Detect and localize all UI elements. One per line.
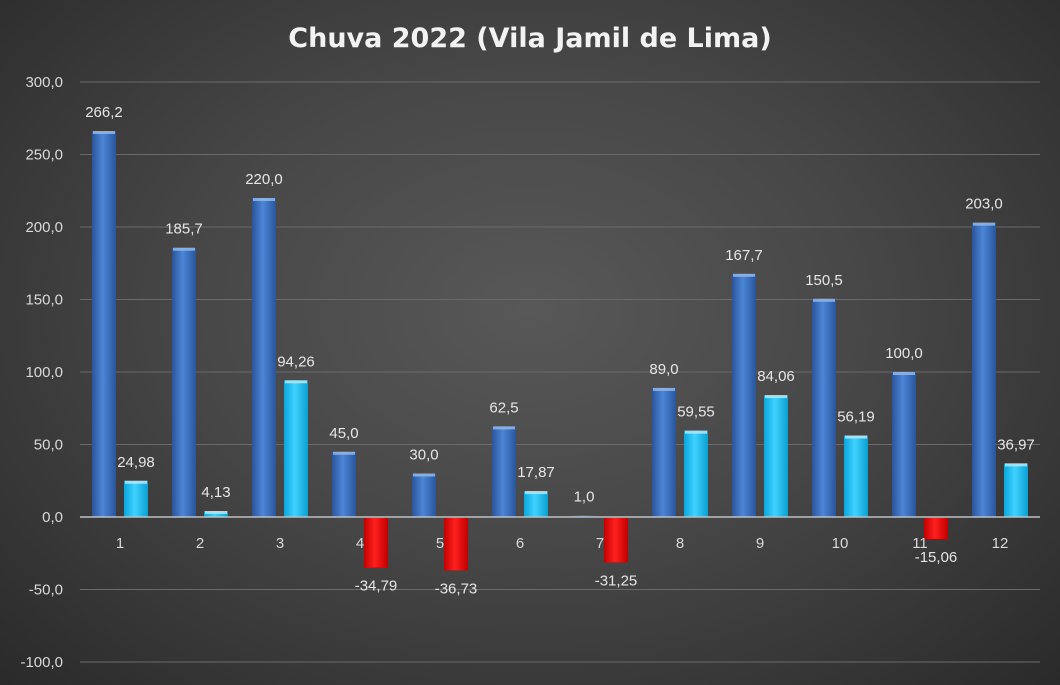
data-label: 185,7	[165, 221, 203, 238]
bar-series-2-month-11	[924, 517, 948, 539]
data-label: 167,7	[725, 247, 763, 264]
y-tick-label: 50,0	[34, 437, 63, 454]
gridlines	[80, 81, 1040, 663]
data-label: 84,06	[757, 368, 795, 385]
data-label: 59,55	[677, 404, 715, 421]
bar-series-1-month-8	[652, 387, 676, 517]
x-tick-label: 7	[596, 535, 604, 552]
bar-highlight	[253, 198, 275, 201]
bars	[92, 131, 1028, 571]
y-tick-label: -100,0	[20, 654, 63, 671]
x-tick-label: 8	[676, 535, 684, 552]
bar-series-1-month-3	[252, 198, 276, 517]
bar-highlight	[413, 473, 435, 477]
bar-series-1-month-5	[412, 473, 436, 517]
y-tick-label: 200,0	[25, 219, 63, 236]
bar-series-1-month-6	[492, 426, 516, 517]
data-label: 24,98	[117, 454, 155, 471]
y-tick-label: 100,0	[25, 364, 63, 381]
bar-highlight	[893, 372, 915, 375]
bar-highlight	[765, 395, 787, 399]
bar-series-2-month-9	[764, 395, 788, 517]
data-labels: 266,2 24,98 185,7 4,13 220,0 94,26 45,0 -34,79 3…	[85, 104, 1035, 597]
data-label: -34,79	[355, 577, 398, 594]
bar-series-1-month-10	[812, 298, 836, 517]
y-axis-tick-labels: 300,0 250,0 200,0 150,0 100,0 50,0 0,0 -50,0 -10…	[20, 74, 63, 671]
data-label: 100,0	[885, 345, 923, 362]
y-tick-label: 0,0	[42, 509, 63, 526]
chart-title: Chuva 2022 (Vila Jamil de Lima)	[288, 23, 771, 54]
bar-highlight	[733, 273, 755, 277]
bar-highlight	[653, 387, 675, 391]
bar-highlight	[205, 511, 227, 515]
y-tick-label: -50,0	[29, 582, 63, 599]
bar-highlight	[285, 380, 307, 384]
data-label: -15,06	[915, 549, 958, 566]
data-label: 17,87	[517, 464, 555, 481]
data-label: 94,26	[277, 353, 315, 370]
data-label: 4,13	[201, 484, 230, 501]
data-label: 36,97	[997, 436, 1035, 453]
x-tick-label: 5	[436, 535, 444, 552]
bar-highlight	[333, 451, 355, 455]
x-tick-label: 6	[516, 535, 524, 552]
bar-series-2-month-1	[124, 480, 148, 517]
x-tick-label: 2	[196, 535, 204, 552]
bar-series-2-month-12	[1004, 463, 1028, 517]
x-tick-label: 11	[912, 535, 928, 552]
bar-series-1-month-2	[172, 247, 196, 518]
data-label: -31,25	[595, 572, 638, 589]
x-tick-label: 10	[832, 535, 849, 552]
bar-highlight	[973, 222, 995, 226]
x-axis-tick-labels: 1 2 3 4 5 6 7 8 9 10 11 12	[116, 535, 1009, 552]
bar-highlight	[1005, 463, 1027, 467]
bar-series-2-month-8	[684, 430, 708, 517]
x-tick-label: 3	[276, 535, 284, 552]
bar-highlight	[685, 430, 707, 434]
bar-series-2-month-3	[284, 380, 308, 517]
bar-highlight	[173, 247, 195, 251]
bar-series-2-month-5	[444, 517, 468, 571]
bar-series-1-month-9	[732, 273, 756, 517]
bar-series-1-month-12	[972, 222, 996, 517]
data-label: -36,73	[435, 580, 478, 597]
data-label: 203,0	[965, 196, 1003, 213]
x-tick-label: 1	[116, 535, 124, 552]
bar-highlight	[845, 435, 867, 439]
data-label: 45,0	[329, 425, 358, 442]
x-tick-label: 9	[756, 535, 764, 552]
data-label: 220,0	[245, 171, 283, 188]
data-label: 89,0	[649, 361, 678, 378]
bar-series-2-month-7	[604, 517, 628, 563]
bar-series-1-month-1	[92, 131, 116, 517]
data-label: 30,0	[409, 447, 438, 464]
data-label: 56,19	[837, 409, 875, 426]
data-label: 150,5	[805, 272, 843, 289]
bar-highlight	[125, 480, 147, 484]
bar-highlight	[525, 491, 547, 495]
x-tick-label: 4	[356, 535, 364, 552]
y-tick-label: 300,0	[25, 74, 63, 91]
y-tick-label: 250,0	[25, 147, 63, 164]
y-tick-label: 150,0	[25, 292, 63, 309]
bar-series-2-month-10	[844, 435, 868, 517]
data-label: 62,5	[489, 399, 518, 416]
bar-highlight	[93, 131, 115, 135]
data-label: 1,0	[574, 489, 595, 506]
bar-series-2-month-6	[524, 491, 548, 517]
bar-series-2-month-4	[364, 517, 388, 568]
bar-series-1-month-4	[332, 451, 356, 517]
bar-highlight	[493, 426, 515, 430]
bar-series-1-month-11	[892, 372, 916, 517]
x-tick-label: 12	[992, 535, 1009, 552]
bar-highlight	[813, 298, 835, 302]
data-label: 266,2	[85, 104, 123, 121]
